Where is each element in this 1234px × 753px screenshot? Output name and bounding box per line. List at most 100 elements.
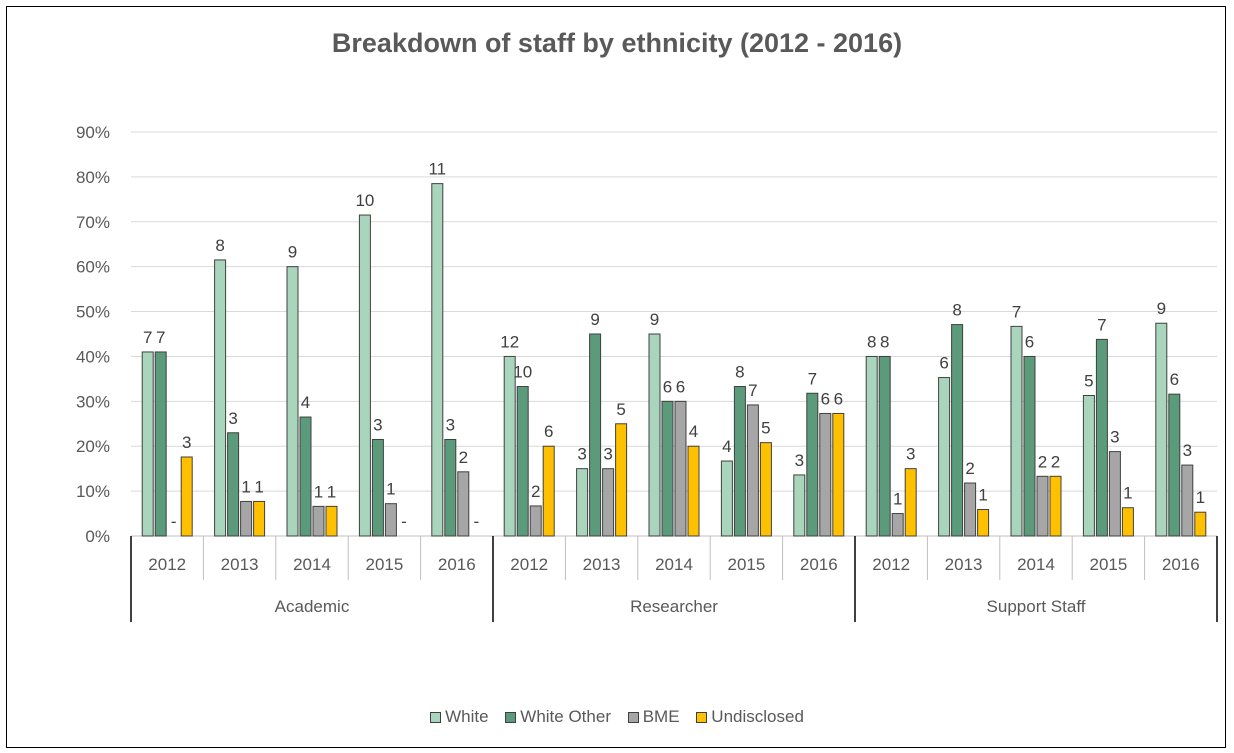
bar-white xyxy=(503,355,516,537)
data-label-bme: 2 xyxy=(965,459,974,478)
data-label-bme: 6 xyxy=(676,377,685,396)
data-label-white: 11 xyxy=(428,160,446,179)
data-label-bme: 1 xyxy=(241,477,250,496)
x-tick-label: 2012 xyxy=(510,555,548,574)
bar-white-other xyxy=(951,324,964,537)
data-label-undisclosed: 5 xyxy=(761,419,770,438)
data-label-bme: 6 xyxy=(821,389,830,408)
x-tick-label: 2015 xyxy=(1089,555,1127,574)
bar-undisclosed xyxy=(904,468,917,537)
data-label-undisclosed: 6 xyxy=(544,422,553,441)
bar-white xyxy=(720,460,733,537)
bar-white-other xyxy=(227,432,240,537)
data-label-bme: 1 xyxy=(314,482,323,501)
y-tick-label: 90% xyxy=(76,123,110,142)
data-label-white: 8 xyxy=(867,332,876,351)
group-label: Researcher xyxy=(630,597,718,616)
data-label-bme: 3 xyxy=(603,445,612,464)
data-label-white-other: 8 xyxy=(735,363,744,382)
legend-swatch-white-other xyxy=(505,712,517,723)
data-label-white-other: 8 xyxy=(952,301,961,320)
data-label-bme: 1 xyxy=(386,480,395,499)
data-label-white: 3 xyxy=(577,445,586,464)
data-label-white-other: 9 xyxy=(590,310,599,329)
data-label-undisclosed: - xyxy=(401,512,407,531)
legend-item-white-other: White Other xyxy=(505,707,611,727)
data-label-undisclosed: 6 xyxy=(834,389,843,408)
data-label-white: 9 xyxy=(1157,299,1166,318)
bar-bme xyxy=(964,482,977,537)
y-tick-label: 0% xyxy=(85,527,110,546)
bar-white xyxy=(358,214,371,537)
bar-undisclosed xyxy=(1194,511,1207,537)
bar-white xyxy=(214,259,227,537)
data-label-white-other: 6 xyxy=(1170,370,1179,389)
bar-undisclosed xyxy=(325,505,338,537)
legend-item-undisclosed: Undisclosed xyxy=(696,707,804,727)
x-tick-label: 2012 xyxy=(872,555,910,574)
bar-bme xyxy=(529,505,542,537)
x-tick-label: 2015 xyxy=(727,555,765,574)
bar-undisclosed xyxy=(759,442,772,537)
x-tick-label: 2013 xyxy=(583,555,621,574)
data-label-white: 7 xyxy=(143,328,152,347)
data-label-white-other: 3 xyxy=(373,415,382,434)
data-label-white: 9 xyxy=(288,243,297,262)
x-tick-label: 2014 xyxy=(293,555,331,574)
x-tick-label: 2016 xyxy=(438,555,476,574)
legend-label-bme: BME xyxy=(642,707,680,726)
bar-undisclosed xyxy=(542,445,555,537)
bar-white-other xyxy=(516,386,529,537)
data-label-undisclosed: 1 xyxy=(254,477,263,496)
bar-bme xyxy=(602,468,615,537)
data-label-white: 7 xyxy=(1012,302,1021,321)
data-label-white: 3 xyxy=(795,451,804,470)
y-tick-label: 10% xyxy=(76,482,110,501)
data-label-white-other: 7 xyxy=(156,328,165,347)
data-label-undisclosed: 4 xyxy=(689,422,698,441)
legend-item-bme: BME xyxy=(627,707,680,727)
chart-frame xyxy=(6,6,1226,748)
data-label-undisclosed: 2 xyxy=(1051,452,1060,471)
x-tick-label: 2016 xyxy=(800,555,838,574)
data-label-undisclosed: 1 xyxy=(327,482,336,501)
legend-item-white: White xyxy=(430,707,489,727)
data-label-bme: 3 xyxy=(1110,428,1119,447)
data-label-white: 4 xyxy=(722,437,731,456)
bar-bme xyxy=(1181,464,1194,537)
bar-white-other xyxy=(371,438,384,537)
data-label-white: 10 xyxy=(355,191,374,210)
legend-label-undisclosed: Undisclosed xyxy=(711,707,804,726)
y-tick-label: 70% xyxy=(76,213,110,232)
data-label-white-other: 7 xyxy=(808,369,817,388)
bar-undisclosed xyxy=(180,456,193,537)
data-label-undisclosed: 1 xyxy=(1196,488,1205,507)
bar-white xyxy=(576,468,589,537)
bar-bme xyxy=(457,471,470,537)
data-label-white: 8 xyxy=(215,236,224,255)
x-tick-label: 2013 xyxy=(945,555,983,574)
data-label-bme: 2 xyxy=(459,448,468,467)
data-label-undisclosed: 1 xyxy=(978,486,987,505)
group-label: Academic xyxy=(275,597,350,616)
bar-undisclosed xyxy=(253,500,266,537)
x-tick-label: 2014 xyxy=(1017,555,1055,574)
x-tick-label: 2013 xyxy=(221,555,259,574)
bar-white-other xyxy=(1023,355,1036,537)
bar-white-other xyxy=(806,392,819,537)
bar-white xyxy=(865,355,878,537)
bar-bme xyxy=(746,404,759,537)
bar-bme xyxy=(384,503,397,537)
bar-white xyxy=(648,333,661,537)
data-label-bme: 2 xyxy=(531,482,540,501)
y-tick-label: 40% xyxy=(76,347,110,366)
bar-white-other xyxy=(1095,338,1108,537)
y-tick-label: 20% xyxy=(76,437,110,456)
bar-white xyxy=(431,183,444,537)
bar-white-other xyxy=(661,400,674,537)
bar-white xyxy=(141,351,154,537)
chart-title: Breakdown of staff by ethnicity (2012 - … xyxy=(331,28,903,58)
bar-bme xyxy=(1108,451,1121,537)
data-label-white-other: 6 xyxy=(663,377,672,396)
